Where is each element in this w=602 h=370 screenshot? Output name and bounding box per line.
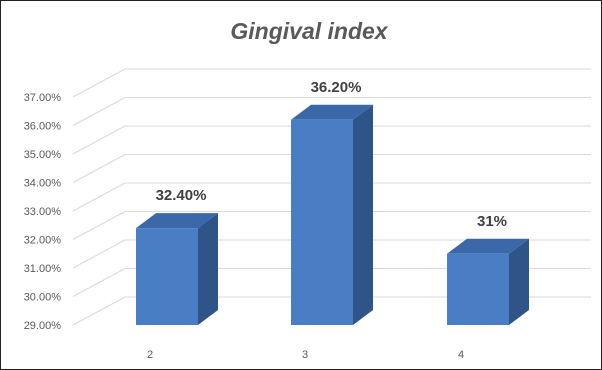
gridline bbox=[72, 211, 591, 240]
data-label: 36.20% bbox=[311, 79, 362, 96]
data-labels: 32.40% 36.20% 31% bbox=[156, 79, 507, 230]
bar-side bbox=[353, 104, 373, 325]
y-tick-label: 33.00% bbox=[24, 206, 62, 218]
bar bbox=[136, 213, 218, 325]
y-axis-ticks: 29.00% 30.00% 31.00% 32.00% 33.00% 34.00% 35.0… bbox=[24, 92, 62, 332]
bar-front bbox=[447, 253, 509, 325]
bar-front bbox=[136, 228, 198, 325]
data-label: 32.40% bbox=[156, 187, 207, 204]
bar-front bbox=[291, 119, 353, 325]
y-tick-label: 29.00% bbox=[24, 320, 62, 332]
gridline bbox=[72, 268, 591, 297]
bar bbox=[447, 238, 529, 325]
gridline bbox=[72, 239, 591, 269]
gridline bbox=[72, 154, 591, 183]
x-tick-label: 2 bbox=[147, 349, 153, 361]
chart-title: Gingival index bbox=[230, 18, 388, 44]
bar-top bbox=[291, 104, 373, 120]
y-tick-label: 34.00% bbox=[24, 178, 62, 190]
y-tick-label: 32.00% bbox=[24, 235, 62, 247]
x-tick-label: 3 bbox=[302, 349, 308, 361]
bars bbox=[136, 104, 529, 325]
y-tick-label: 35.00% bbox=[24, 149, 62, 161]
gridline bbox=[72, 182, 591, 212]
gridline bbox=[72, 68, 591, 98]
y-tick-label: 31.00% bbox=[24, 263, 62, 275]
data-label: 31% bbox=[477, 213, 507, 230]
gridline bbox=[72, 296, 591, 326]
y-tick-label: 36.00% bbox=[24, 121, 62, 133]
bar-top bbox=[447, 238, 529, 254]
gridlines bbox=[72, 68, 591, 326]
y-tick-label: 30.00% bbox=[24, 292, 62, 304]
y-tick-label: 37.00% bbox=[24, 92, 62, 104]
x-axis-ticks: 2 3 4 bbox=[147, 349, 464, 361]
bar bbox=[291, 104, 373, 325]
x-tick-label: 4 bbox=[458, 349, 464, 361]
bar-top bbox=[136, 213, 218, 229]
bar-side bbox=[198, 213, 218, 325]
bar-side bbox=[509, 238, 529, 325]
gridline bbox=[72, 125, 591, 155]
gridline bbox=[72, 97, 591, 126]
